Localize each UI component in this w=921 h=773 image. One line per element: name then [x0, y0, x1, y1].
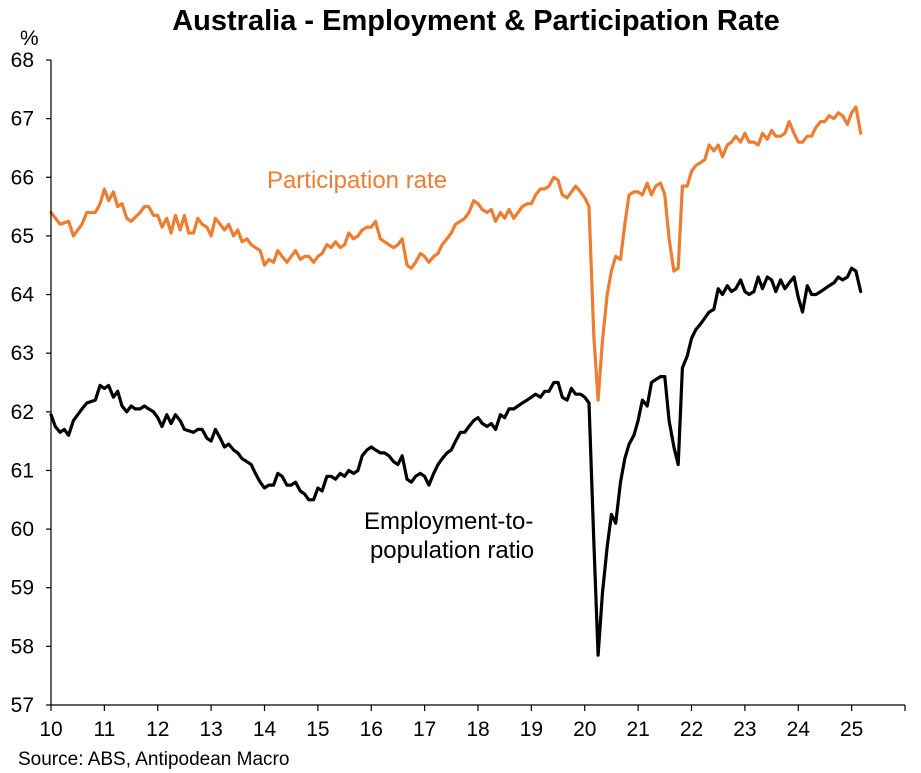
y-tick-label: 62	[11, 401, 34, 424]
source-note: Source: ABS, Antipodean Macro	[18, 749, 289, 770]
y-axis-unit: %	[20, 27, 39, 50]
x-tick-label: 24	[787, 718, 811, 741]
y-tick-label: 60	[11, 518, 34, 541]
x-axis-ticks: 10 11 12 13 14 15 16 17 18 19 20 21 22 23 24 25	[39, 705, 906, 741]
x-tick-label: 19	[520, 718, 543, 741]
x-tick-label: 12	[146, 718, 169, 741]
employment-ratio-label: Employment-to- population ratio	[364, 508, 540, 564]
y-axis-ticks: 57 58 59 60 61 62 63 64 65 66 67 68	[11, 49, 51, 717]
x-tick-label: 22	[680, 718, 703, 741]
x-tick-label: 13	[199, 718, 222, 741]
x-tick-label: 10	[39, 718, 62, 741]
employment-ratio-line	[49, 266, 863, 657]
x-tick-label: 15	[306, 718, 329, 741]
y-tick-label: 67	[11, 108, 34, 131]
x-tick-label: 20	[573, 718, 596, 741]
y-tick-label: 61	[11, 459, 34, 482]
chart-title: Australia - Employment & Participation R…	[172, 5, 780, 37]
participation-rate-line	[49, 105, 863, 402]
y-tick-label: 59	[11, 577, 34, 600]
x-tick-label: 18	[466, 718, 489, 741]
y-tick-label: 58	[11, 635, 34, 658]
x-tick-label: 17	[413, 718, 436, 741]
y-tick-label: 57	[11, 694, 34, 717]
x-tick-label: 25	[840, 718, 863, 741]
x-tick-label: 14	[253, 718, 277, 741]
participation-rate-label: Participation rate	[267, 167, 447, 194]
y-tick-label: 68	[11, 49, 34, 72]
x-tick-label: 21	[626, 718, 649, 741]
x-tick-label: 16	[360, 718, 383, 741]
plot-area	[49, 105, 863, 657]
x-tick-label: 23	[733, 718, 756, 741]
employment-ratio-label-line1: Employment-to-	[364, 508, 533, 535]
y-tick-label: 63	[11, 342, 34, 365]
x-tick-label: 11	[93, 718, 115, 741]
y-tick-label: 66	[11, 166, 34, 189]
employment-ratio-label-line2: population ratio	[370, 537, 534, 564]
y-tick-label: 65	[11, 225, 34, 248]
y-tick-label: 64	[11, 284, 35, 307]
